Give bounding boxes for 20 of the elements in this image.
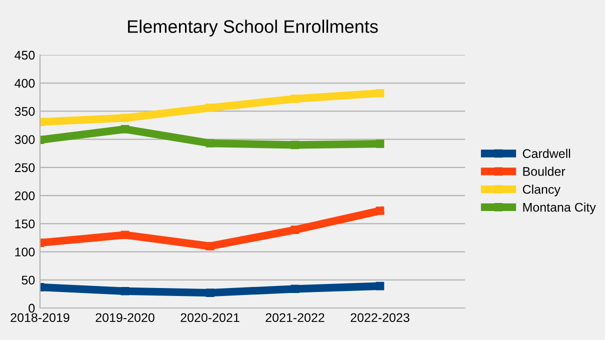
- y-tick-label: 200: [14, 191, 35, 200]
- y-tick-label: 150: [15, 219, 35, 228]
- y-tick-label: 250: [14, 163, 35, 172]
- legend-label: Montana City: [523, 202, 596, 214]
- legend-label: Clancy: [522, 184, 560, 196]
- y-tick-label: 400: [14, 78, 35, 88]
- x-tick-label: 2022-2023: [350, 313, 410, 322]
- x-tick-label: 2019-2020: [96, 313, 154, 322]
- y-tick-label: 0: [28, 304, 35, 313]
- legend-label: Cardwell: [522, 148, 570, 158]
- chart-title: Elementary School Enrollments: [128, 20, 378, 37]
- y-tick-label: 100: [15, 248, 35, 256]
- legend-label: Boulder: [523, 166, 566, 176]
- x-tick-label: 2021-2022: [266, 313, 324, 322]
- y-tick-label: 300: [14, 135, 35, 144]
- x-tick-label: 2018-2019: [10, 313, 70, 322]
- y-tick-label: 450: [14, 50, 35, 60]
- x-tick-label: 2020-2021: [180, 313, 240, 322]
- y-tick-label: 50: [22, 276, 35, 285]
- y-tick-label: 350: [14, 107, 35, 116]
